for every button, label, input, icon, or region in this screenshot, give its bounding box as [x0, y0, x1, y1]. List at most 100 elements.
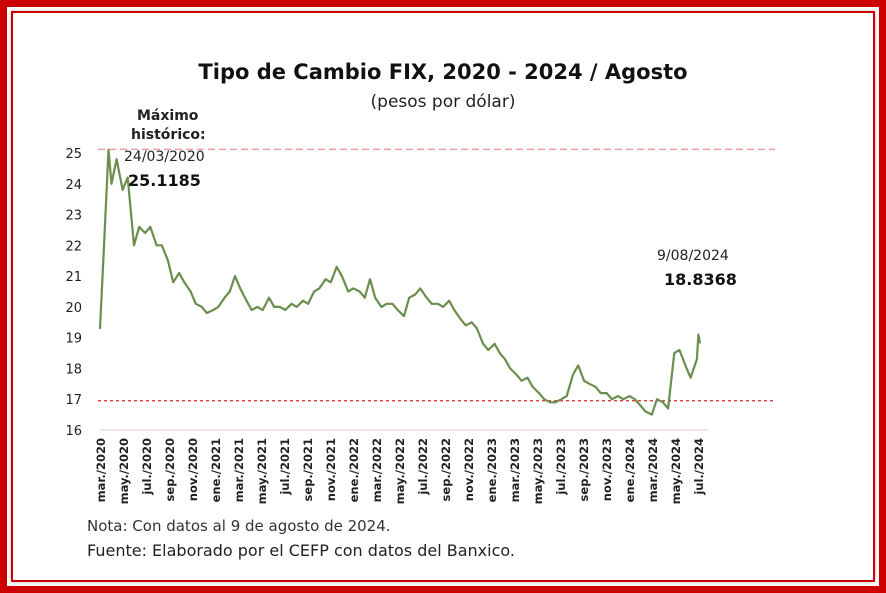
x-tick-label: may./2020	[117, 438, 131, 504]
data-point	[572, 373, 574, 376]
data-point	[295, 306, 298, 308]
max-value-label: 25.1185	[128, 171, 201, 190]
data-point	[622, 398, 625, 401]
chart-subtitle: (pesos por dólar)	[370, 92, 516, 112]
y-tick-label: 25	[65, 147, 82, 162]
data-point	[464, 324, 467, 327]
data-point	[549, 401, 551, 404]
data-point	[189, 290, 192, 293]
data-point	[172, 281, 175, 284]
data-point	[605, 392, 608, 394]
data-point	[498, 352, 501, 354]
data-point	[200, 306, 203, 308]
data-point	[531, 386, 534, 388]
data-point	[482, 342, 484, 345]
data-point	[430, 302, 433, 305]
data-point	[560, 398, 563, 401]
data-point	[313, 290, 315, 293]
x-tick-label: jul./2021	[278, 438, 292, 496]
data-point	[107, 149, 110, 151]
data-point	[121, 189, 124, 191]
data-point	[696, 358, 698, 361]
data-point	[526, 376, 529, 379]
data-point	[268, 296, 270, 299]
x-tick-label: may./2021	[255, 438, 269, 504]
max-label-line1: Máximo	[137, 108, 199, 124]
data-point	[650, 413, 653, 416]
data-point	[369, 278, 371, 281]
x-tick-label: jul./2024	[692, 438, 706, 496]
data-point	[538, 392, 540, 394]
x-tick-label: sep./2022	[439, 438, 453, 501]
data-point	[363, 296, 366, 299]
y-tick-label: 20	[65, 301, 82, 316]
x-tick-label: sep./2021	[301, 438, 315, 501]
data-point	[380, 306, 383, 308]
data-point	[335, 266, 338, 268]
data-point	[160, 244, 163, 247]
data-point	[448, 299, 450, 302]
data-point	[126, 176, 129, 179]
x-tick-label: may./2024	[669, 438, 683, 504]
data-point	[138, 226, 141, 228]
data-point	[699, 341, 701, 344]
data-point	[515, 373, 518, 376]
data-point	[155, 244, 158, 247]
x-tick-label: sep./2023	[577, 438, 591, 501]
data-point	[520, 379, 523, 382]
data-point	[223, 296, 226, 299]
last-value-label: 18.8368	[664, 270, 737, 289]
data-point	[102, 259, 105, 262]
data-point	[644, 410, 647, 413]
data-point	[583, 379, 585, 382]
data-point	[617, 395, 619, 397]
data-point	[588, 382, 591, 385]
data-point	[565, 395, 568, 397]
x-tick-label: mar./2024	[646, 438, 660, 502]
data-point	[678, 349, 681, 351]
data-point	[194, 302, 197, 305]
y-tick-label: 21	[65, 270, 82, 285]
data-point	[228, 290, 231, 293]
exchange-rate-series-line	[98, 148, 701, 416]
data-point	[554, 401, 557, 404]
data-point	[577, 364, 580, 367]
x-tick-label: jul./2020	[140, 438, 154, 496]
y-tick-label: 18	[65, 362, 82, 377]
max-date-label: 24/03/2020	[124, 149, 205, 165]
x-tick-label: ene./2022	[347, 438, 361, 502]
data-point	[543, 398, 546, 401]
x-tick-label: nov./2020	[186, 438, 200, 501]
data-point	[307, 302, 310, 305]
data-point	[239, 287, 242, 290]
data-point	[329, 281, 332, 284]
data-point	[352, 287, 355, 290]
data-point	[279, 306, 281, 308]
data-point	[256, 306, 259, 308]
max-label-line2: histórico:	[131, 127, 206, 143]
x-tick-label: mar./2021	[232, 438, 246, 502]
data-point	[667, 407, 669, 410]
x-tick-label: ene./2021	[209, 438, 223, 502]
x-tick-label: mar./2022	[370, 438, 384, 502]
x-tick-label: jul./2023	[554, 438, 568, 496]
x-tick-label: jul./2022	[416, 438, 430, 496]
data-point	[99, 327, 101, 330]
data-point	[178, 272, 181, 274]
inner-frame	[11, 11, 875, 582]
data-point	[504, 358, 506, 361]
x-tick-label: ene./2023	[485, 438, 499, 502]
data-point	[149, 226, 152, 228]
data-point	[408, 296, 411, 299]
x-tick-label: sep./2020	[163, 438, 177, 501]
x-tick-label: nov./2023	[600, 438, 614, 501]
y-tick-label: 19	[65, 332, 82, 347]
data-point	[115, 158, 118, 161]
data-point	[245, 299, 248, 302]
data-point	[689, 376, 692, 379]
data-point	[234, 275, 236, 277]
data-point	[217, 306, 220, 308]
data-point	[453, 309, 456, 311]
x-tick-label: mar./2023	[508, 438, 522, 502]
x-tick-label: mar./2020	[94, 438, 108, 502]
